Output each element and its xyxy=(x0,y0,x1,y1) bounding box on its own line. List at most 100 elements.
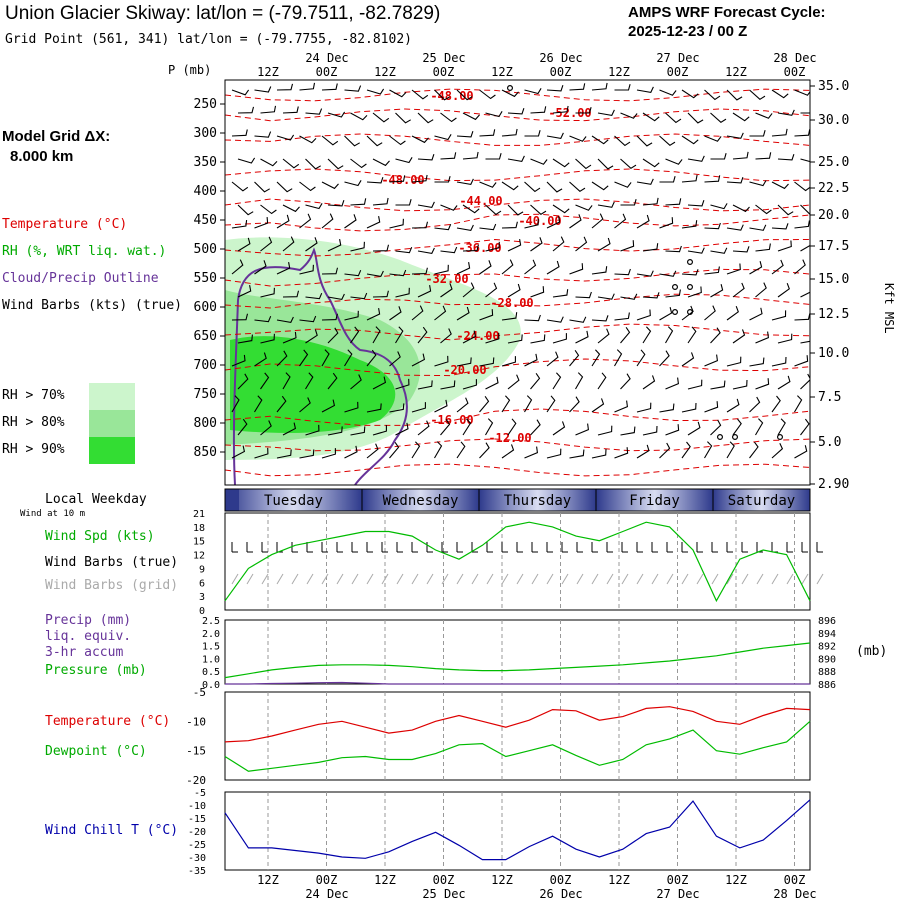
wind-barb xyxy=(321,349,330,367)
temp-contour xyxy=(225,88,810,102)
top-date-tick: 25 Dec xyxy=(422,51,465,65)
wind-barb xyxy=(659,89,677,96)
temp-contour xyxy=(225,293,810,309)
wind-barb xyxy=(501,356,516,367)
height-tick-label: 2.90 xyxy=(818,477,849,492)
wind-barb xyxy=(411,221,429,229)
wind-barb xyxy=(372,158,390,167)
wind-barb xyxy=(237,334,253,344)
dewpoint-line xyxy=(224,720,811,772)
wind-barb xyxy=(327,200,345,207)
wind-barb xyxy=(395,422,409,436)
wind-barb xyxy=(771,356,787,367)
wind-barb xyxy=(591,448,607,459)
wind-barb xyxy=(237,373,249,390)
wind-barb xyxy=(479,357,495,367)
wind-barb-true xyxy=(546,542,553,553)
wind-barb xyxy=(485,153,502,160)
height-axis-label: Kft MSL xyxy=(882,283,896,334)
wind-barb xyxy=(366,443,379,459)
wind-barb-grid xyxy=(486,573,494,585)
wind-barb xyxy=(389,175,406,183)
wind-barb xyxy=(659,350,670,367)
height-tick-label: 20.0 xyxy=(818,208,849,223)
wind-barb xyxy=(462,418,472,436)
wind-barb xyxy=(372,326,381,344)
legend-rh: RH (%, WRT liq. wat.) xyxy=(2,244,167,259)
wind-barb xyxy=(395,287,410,298)
wind-barb-true xyxy=(606,542,613,553)
wind-barb-grid xyxy=(396,573,404,585)
calm-wind-circle xyxy=(716,434,723,441)
wind-barb xyxy=(350,241,365,252)
wind-barb xyxy=(254,217,269,229)
wind-barb xyxy=(642,326,652,344)
wind-barb xyxy=(434,355,449,367)
wind-barb xyxy=(659,217,674,229)
wind-barb xyxy=(659,442,671,459)
wind-barb xyxy=(732,112,750,122)
wind-barb xyxy=(771,443,784,459)
windchill-tick: -5 xyxy=(194,788,206,799)
wind-barb xyxy=(366,177,384,184)
wind-barb xyxy=(344,445,358,459)
wind-barb xyxy=(231,354,246,367)
wind-speed-tick: 18 xyxy=(193,523,205,534)
wind-barb xyxy=(411,353,426,367)
wind-barb xyxy=(456,306,470,321)
height-tick-label: 25.0 xyxy=(818,155,849,170)
wind-barb xyxy=(305,329,318,344)
wind-barb xyxy=(597,237,611,252)
bottom-date-tick: 27 Dec xyxy=(656,887,699,900)
wind-barb xyxy=(665,158,683,165)
wind-barb xyxy=(254,447,269,459)
wind-barb xyxy=(366,270,384,278)
windchill-tick: -35 xyxy=(188,866,206,877)
wind-barb xyxy=(479,129,496,137)
wind-barb xyxy=(732,282,745,298)
wind-barb xyxy=(524,88,542,95)
wind-barb xyxy=(372,376,387,390)
wind-barb xyxy=(321,213,334,229)
wind-barb xyxy=(749,180,767,187)
wind-barb xyxy=(704,175,721,183)
wind-barb xyxy=(710,419,722,436)
wind-barb xyxy=(620,158,637,169)
wind-barb xyxy=(552,158,570,168)
wind-barb-true xyxy=(366,542,373,553)
wind-barb xyxy=(687,112,704,124)
wind-barb-true xyxy=(516,542,523,553)
wind-barb xyxy=(665,377,680,390)
wind-barb xyxy=(659,135,676,146)
wind-barb xyxy=(254,395,263,413)
wind-speed-tick: 12 xyxy=(193,551,205,562)
wind-barb xyxy=(620,293,638,300)
model-grid-label: Model Grid ΔX: xyxy=(2,128,111,145)
wind-barb xyxy=(434,441,443,459)
wind-barb xyxy=(687,421,701,436)
wind-barb xyxy=(231,181,249,192)
wind-barb-grid xyxy=(576,573,584,585)
wind-barb xyxy=(732,379,748,390)
wind-barb xyxy=(456,397,469,413)
wind-barb xyxy=(321,448,336,459)
wind-barb xyxy=(344,214,357,229)
wind-barb xyxy=(732,204,750,213)
wind-barb-true xyxy=(396,542,403,553)
wind-barb xyxy=(771,395,781,413)
wind-barb xyxy=(501,89,519,98)
temp-contour-label: -32.00 xyxy=(425,272,468,286)
wind-barb xyxy=(569,349,580,367)
wind-barb xyxy=(231,129,248,137)
temp-contour xyxy=(225,358,810,377)
top-time-tick: 00Z xyxy=(550,65,572,79)
temp-contour xyxy=(225,408,810,426)
precip-label: Precip (mm) xyxy=(45,613,132,628)
wind-barb xyxy=(260,105,277,114)
wind-barb xyxy=(350,326,360,344)
wind-barb xyxy=(462,330,477,344)
wind-barb xyxy=(620,112,638,119)
wind-barb xyxy=(327,426,343,436)
wind-barb xyxy=(665,289,681,298)
wind-barb-true xyxy=(696,542,703,553)
